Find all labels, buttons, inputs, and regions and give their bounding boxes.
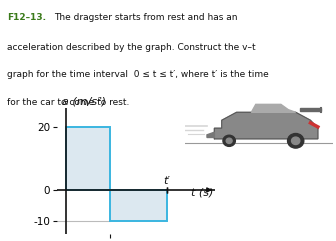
Circle shape (288, 134, 304, 148)
Text: graph for the time interval  0 ≤ t ≤ t′, where t′ is the time: graph for the time interval 0 ≤ t ≤ t′, … (7, 70, 268, 80)
Text: t (s): t (s) (191, 187, 213, 198)
Polygon shape (207, 132, 214, 137)
Polygon shape (300, 108, 321, 111)
Circle shape (223, 135, 235, 146)
Polygon shape (214, 112, 318, 139)
Text: a (m/s²): a (m/s²) (61, 97, 106, 107)
Polygon shape (251, 104, 296, 112)
Text: The dragster starts from rest and has an: The dragster starts from rest and has an (54, 13, 237, 22)
Bar (66, 127, 110, 190)
Circle shape (292, 137, 300, 145)
Text: acceleration described by the graph. Construct the v–t: acceleration described by the graph. Con… (7, 43, 255, 52)
Circle shape (226, 138, 232, 143)
Text: t′: t′ (163, 176, 170, 186)
Bar (110, 190, 167, 221)
Text: F12–13.: F12–13. (7, 13, 46, 22)
Text: for the car to come to rest.: for the car to come to rest. (7, 98, 129, 107)
